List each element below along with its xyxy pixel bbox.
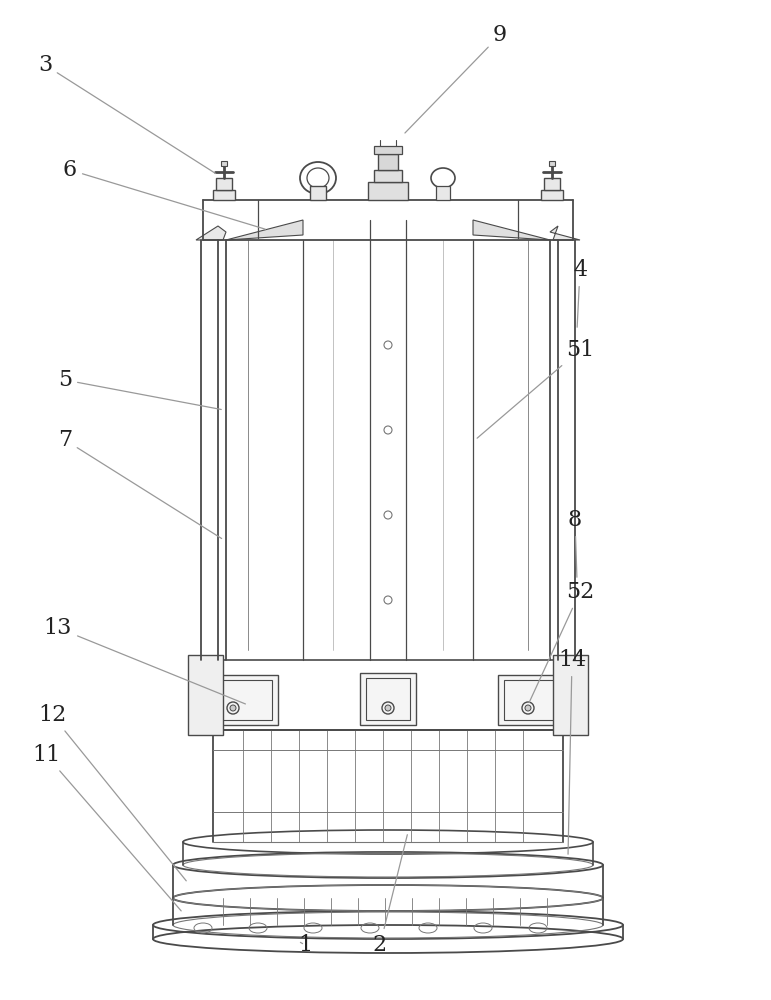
Bar <box>213 190 235 200</box>
Text: 51: 51 <box>477 339 594 438</box>
Ellipse shape <box>385 705 391 711</box>
Bar <box>221 161 227 166</box>
Bar <box>374 146 402 154</box>
Bar <box>553 655 588 735</box>
Bar <box>544 178 560 190</box>
Bar <box>436 186 450 200</box>
Text: 9: 9 <box>405 24 507 133</box>
Bar <box>220 680 272 720</box>
Bar <box>374 170 402 182</box>
Text: 1: 1 <box>298 934 312 956</box>
Text: 13: 13 <box>44 617 245 704</box>
Text: 5: 5 <box>58 369 221 409</box>
Bar <box>310 186 326 200</box>
Text: 7: 7 <box>58 429 221 539</box>
Bar <box>213 675 278 725</box>
Polygon shape <box>550 226 580 240</box>
Bar <box>549 161 555 166</box>
Text: 2: 2 <box>373 835 407 956</box>
Bar <box>216 178 232 190</box>
Bar <box>541 190 563 200</box>
Polygon shape <box>196 226 226 240</box>
Polygon shape <box>223 685 273 695</box>
Ellipse shape <box>230 705 236 711</box>
Bar <box>360 673 416 725</box>
Text: 8: 8 <box>568 509 582 577</box>
Bar <box>504 680 556 720</box>
Polygon shape <box>503 685 553 695</box>
Text: 3: 3 <box>38 54 216 174</box>
Text: 6: 6 <box>63 159 265 229</box>
Ellipse shape <box>525 705 531 711</box>
Polygon shape <box>473 220 550 240</box>
Bar <box>378 154 398 170</box>
Text: 4: 4 <box>573 259 587 327</box>
Text: 14: 14 <box>558 649 586 854</box>
Bar <box>188 655 223 735</box>
Text: 11: 11 <box>32 744 181 911</box>
Bar <box>498 675 563 725</box>
Text: 12: 12 <box>38 704 187 881</box>
Text: 52: 52 <box>529 581 594 702</box>
Bar <box>366 678 410 720</box>
Polygon shape <box>226 220 303 240</box>
Bar <box>368 182 408 200</box>
